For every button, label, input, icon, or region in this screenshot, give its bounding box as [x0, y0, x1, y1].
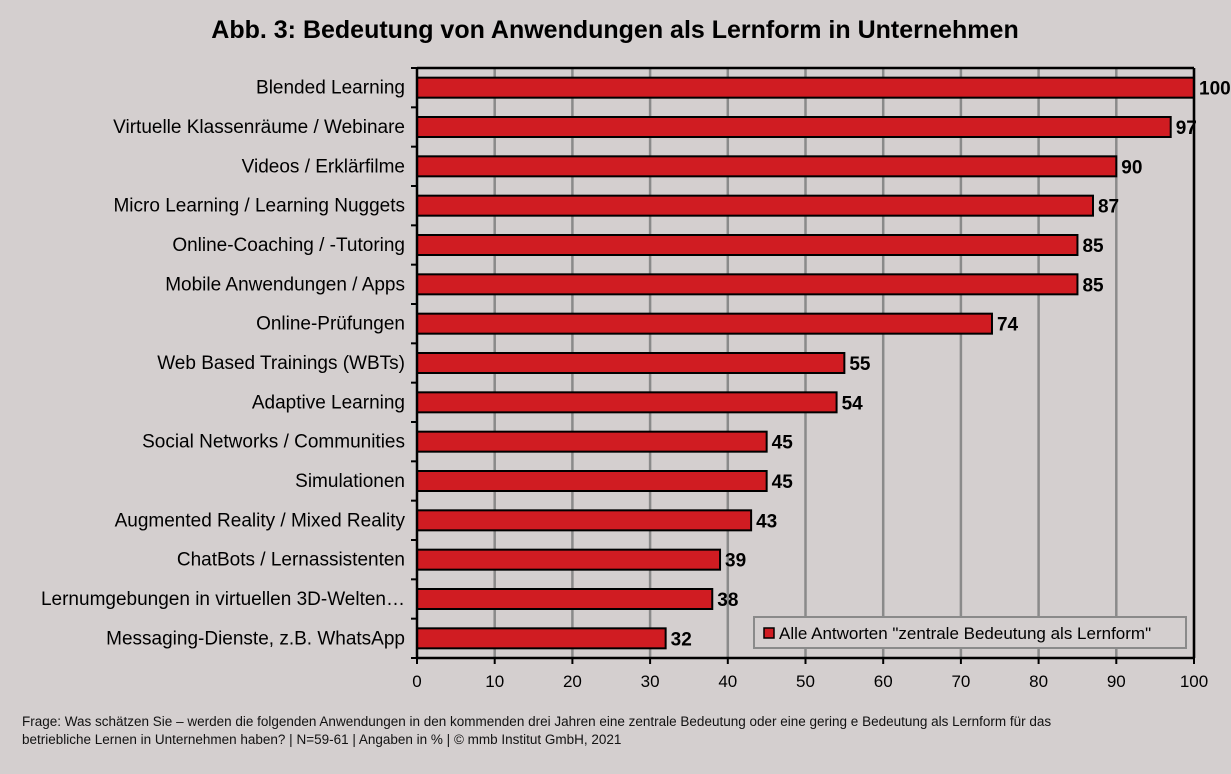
category-label: Mobile Anwendungen / Apps: [165, 274, 405, 295]
bar: [416, 470, 768, 492]
category-label: Micro Learning / Learning Nuggets: [113, 196, 405, 217]
bar: [416, 234, 1079, 256]
value-label: 74: [997, 315, 1019, 336]
chart-title: Abb. 3: Bedeutung von Anwendungen als Le…: [211, 16, 1018, 44]
x-tick-label: 30: [641, 672, 660, 691]
x-axis: 0 10 20 30 40 50 60 70 80 90 100: [411, 66, 1208, 691]
bar: [416, 352, 846, 374]
x-tick-label: 50: [796, 672, 815, 691]
value-label: 100: [1199, 79, 1231, 100]
bar: [416, 509, 753, 532]
value-label: 54: [842, 393, 864, 414]
value-label: 43: [756, 511, 777, 532]
bar: [416, 430, 768, 453]
bar: [416, 76, 1195, 99]
value-label: 38: [717, 590, 738, 611]
x-tick-label: 80: [1029, 672, 1048, 691]
category-label: ChatBots / Lernassistenten: [177, 550, 405, 571]
legend-swatch: [763, 627, 775, 639]
footer-note: Frage: Was schätzen Sie – werden die fol…: [22, 713, 1212, 749]
value-label: 87: [1098, 197, 1119, 218]
category-label: Online-Prüfungen: [256, 314, 405, 335]
category-label: Augmented Reality / Mixed Reality: [115, 510, 406, 531]
value-label: 32: [671, 629, 692, 650]
bar: [416, 548, 722, 571]
bar: [416, 116, 1172, 138]
category-label: Online-Coaching / -Tutoring: [172, 235, 405, 256]
x-tick-label: 20: [563, 672, 582, 691]
category-label: Adaptive Learning: [252, 392, 405, 413]
bar: [416, 627, 667, 650]
x-tick-label: 90: [1107, 672, 1126, 691]
category-label: Blended Learning: [256, 78, 405, 99]
value-label: 85: [1082, 236, 1104, 257]
footer-line-1: Frage: Was schätzen Sie – werden die fol…: [22, 714, 1052, 729]
bar: [416, 273, 1079, 296]
category-label: Virtuelle Klassenräume / Webinare: [113, 117, 405, 138]
value-label: 55: [849, 354, 871, 375]
value-label: 39: [725, 551, 746, 572]
x-tick-label: 70: [951, 672, 970, 691]
category-label: Videos / Erklärfilme: [242, 156, 405, 177]
category-labels: Blended Learning Virtuelle Klassenräume /…: [41, 78, 406, 650]
category-label: Lernumgebungen in virtuellen 3D-Welten…: [41, 589, 405, 610]
bar: [416, 194, 1094, 217]
footer-line-2: betriebliche Lernen in Unternehmen haben…: [22, 732, 622, 747]
category-label: Web Based Trainings (WBTs): [157, 353, 405, 374]
bar: [416, 312, 993, 335]
x-tick-label: 100: [1180, 672, 1208, 691]
category-label: Simulationen: [295, 471, 405, 492]
x-tick-label: 0: [412, 672, 421, 691]
x-tick-label: 60: [874, 672, 893, 691]
category-label: Messaging-Dienste, z.B. WhatsApp: [106, 628, 405, 649]
bars: [416, 76, 1195, 650]
x-tick-label: 40: [718, 672, 737, 691]
value-label: 85: [1082, 275, 1104, 296]
legend: Alle Antworten "zentrale Bedeutung als L…: [753, 616, 1187, 649]
bar-chart: Abb. 3: Bedeutung von Anwendungen als Le…: [41, 16, 1231, 691]
value-label: 45: [772, 472, 794, 493]
value-label: 45: [772, 433, 794, 454]
category-label: Social Networks / Communities: [142, 432, 405, 453]
bar: [416, 588, 714, 610]
value-label: 97: [1176, 118, 1197, 139]
value-label: 90: [1121, 157, 1142, 178]
bar: [416, 155, 1118, 178]
legend-label: Alle Antworten "zentrale Bedeutung als L…: [779, 624, 1151, 643]
legend-box: [753, 616, 1187, 649]
x-tick-label: 10: [485, 672, 504, 691]
bar: [416, 391, 838, 414]
